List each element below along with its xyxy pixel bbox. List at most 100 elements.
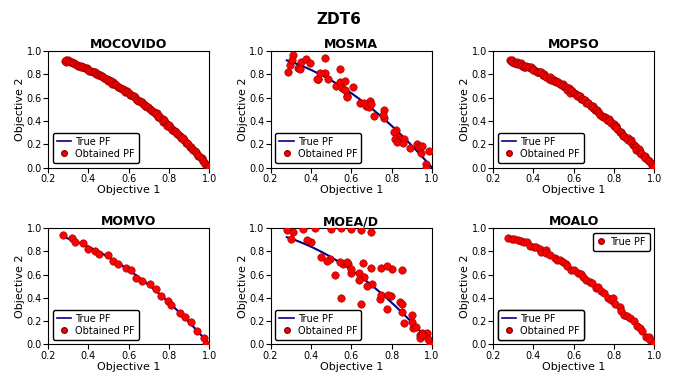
Point xyxy=(76,64,87,70)
Point xyxy=(590,107,601,113)
Point xyxy=(601,117,612,123)
Point xyxy=(129,93,139,99)
Point xyxy=(104,77,114,84)
Point xyxy=(389,136,400,142)
Point xyxy=(421,161,432,168)
Point xyxy=(558,83,569,89)
Point xyxy=(77,64,88,70)
Point xyxy=(385,293,396,299)
Point xyxy=(334,259,345,265)
Point xyxy=(192,151,202,157)
Point xyxy=(115,85,126,91)
Point xyxy=(62,57,73,63)
Point xyxy=(175,133,185,139)
Point xyxy=(98,74,109,80)
Point xyxy=(519,63,530,70)
Point xyxy=(133,98,144,104)
Point xyxy=(66,235,77,241)
Point xyxy=(341,93,352,99)
Point xyxy=(73,63,84,69)
Point xyxy=(125,91,136,98)
Point xyxy=(82,65,93,72)
Point xyxy=(322,257,332,264)
Point xyxy=(364,104,375,111)
Point xyxy=(572,270,583,276)
Point xyxy=(75,63,86,69)
Point xyxy=(118,87,129,93)
Y-axis label: Objective 2: Objective 2 xyxy=(460,254,470,318)
Point xyxy=(294,66,305,72)
Point xyxy=(640,155,651,161)
Point xyxy=(297,226,308,232)
Point xyxy=(577,96,588,103)
Point xyxy=(101,76,112,82)
Point xyxy=(536,69,546,75)
Point xyxy=(617,131,628,137)
Point xyxy=(520,63,531,69)
Point xyxy=(102,76,112,82)
Point xyxy=(124,90,135,96)
Point xyxy=(590,284,601,291)
Point xyxy=(103,252,114,258)
Point xyxy=(160,119,171,125)
Point xyxy=(199,159,210,165)
Point xyxy=(555,257,566,263)
Point xyxy=(149,110,160,116)
Y-axis label: Objective 2: Objective 2 xyxy=(15,78,25,141)
Point xyxy=(632,322,642,329)
Point xyxy=(358,260,369,266)
Point xyxy=(72,63,83,69)
Point xyxy=(620,135,631,141)
Point xyxy=(356,301,367,307)
Point xyxy=(93,251,104,257)
Point xyxy=(313,76,324,82)
Point xyxy=(311,76,322,82)
Point xyxy=(512,59,523,65)
Point xyxy=(634,325,645,332)
Point xyxy=(649,341,659,347)
Point xyxy=(166,125,177,132)
Y-axis label: Objective 2: Objective 2 xyxy=(238,78,248,141)
Point xyxy=(527,65,538,72)
Point xyxy=(545,74,556,80)
Point xyxy=(645,337,656,343)
Point xyxy=(595,111,606,118)
Point xyxy=(301,57,311,63)
Point xyxy=(135,99,146,105)
Point xyxy=(286,57,297,63)
Point xyxy=(649,164,660,170)
Point xyxy=(366,264,377,271)
Point xyxy=(89,69,100,75)
Point xyxy=(518,64,529,70)
Point xyxy=(121,88,132,94)
Point xyxy=(396,308,407,315)
Point xyxy=(305,239,316,245)
Point xyxy=(81,65,92,71)
Point xyxy=(592,109,603,115)
Y-axis label: Objective 2: Objective 2 xyxy=(460,78,470,141)
Point xyxy=(565,87,575,93)
Point xyxy=(158,116,169,123)
Point xyxy=(116,86,127,92)
Point xyxy=(417,143,428,149)
Point xyxy=(570,91,581,97)
Point xyxy=(175,310,185,316)
Point xyxy=(112,84,123,91)
Point xyxy=(525,64,536,70)
Point xyxy=(421,330,432,336)
Point xyxy=(533,69,544,75)
Point xyxy=(540,72,551,79)
Point xyxy=(199,335,210,341)
X-axis label: Objective 1: Objective 1 xyxy=(320,185,383,195)
Point xyxy=(527,66,538,72)
Point xyxy=(634,150,645,156)
Point xyxy=(179,137,190,144)
Point xyxy=(190,148,200,154)
Point xyxy=(647,162,658,168)
Point xyxy=(575,96,586,102)
Point xyxy=(120,89,131,95)
Point xyxy=(604,118,615,125)
Point xyxy=(340,87,351,93)
Point xyxy=(60,58,70,64)
Point xyxy=(636,151,647,157)
